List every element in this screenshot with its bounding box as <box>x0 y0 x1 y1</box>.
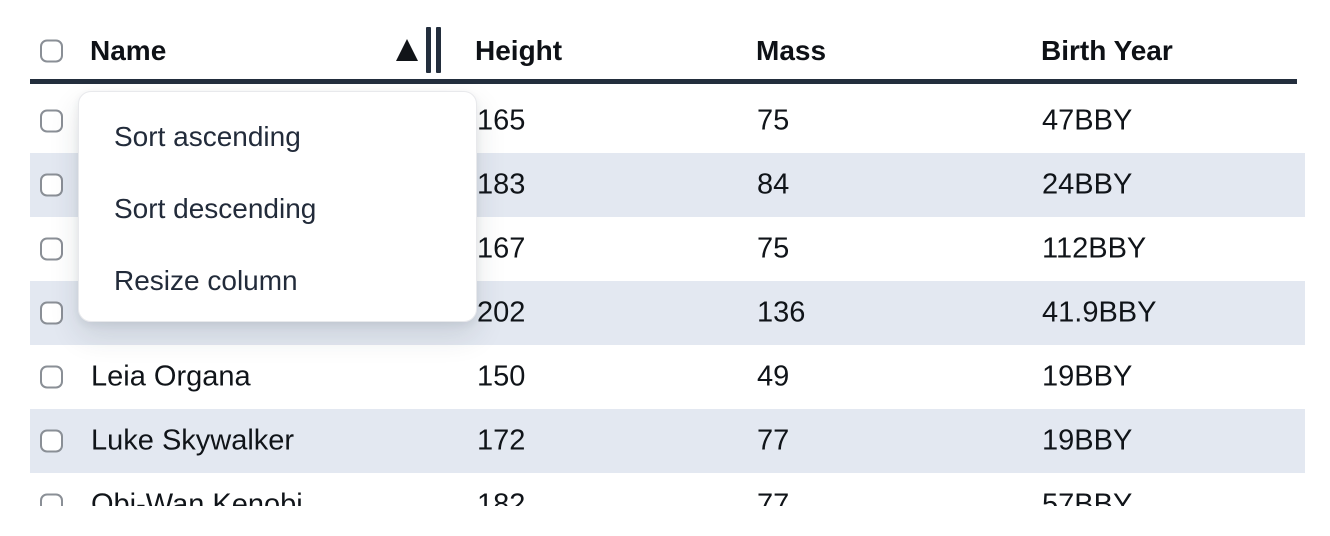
cell-height: 167 <box>477 232 526 265</box>
table-row: 165 75 47BBY <box>30 89 1305 153</box>
cell-mass: 77 <box>757 488 790 507</box>
table-row: Luke Skywalker 172 77 19BBY <box>30 409 1305 473</box>
resize-bar-icon <box>436 27 441 73</box>
row-checkbox[interactable] <box>40 493 63 506</box>
cell-birth-year: 57BBY <box>1042 488 1133 507</box>
menu-item-sort-descending[interactable]: Sort descending <box>114 193 317 224</box>
cell-height: 150 <box>477 360 526 393</box>
cell-birth-year: 24BBY <box>1042 168 1133 201</box>
column-header-birth-year[interactable]: Birth Year <box>1041 35 1173 66</box>
row-checkbox[interactable] <box>40 301 63 325</box>
cell-height: 165 <box>477 104 526 137</box>
row-checkbox[interactable] <box>40 237 63 261</box>
cell-name: Obi-Wan Kenobi <box>91 488 303 507</box>
cell-height: 182 <box>477 488 526 507</box>
menu-item-sort-ascending[interactable]: Sort ascending <box>114 121 301 152</box>
table-row: Obi-Wan Kenobi 182 77 57BBY <box>30 473 1305 506</box>
column-resize-handle[interactable] <box>426 27 441 73</box>
table-row: 167 75 112BBY <box>30 217 1305 281</box>
cell-mass: 75 <box>757 232 790 265</box>
sort-ascending-icon <box>396 39 418 61</box>
select-all-checkbox[interactable] <box>40 39 63 63</box>
cell-birth-year: 19BBY <box>1042 424 1133 457</box>
cell-mass: 77 <box>757 424 790 457</box>
row-checkbox[interactable] <box>40 109 63 133</box>
cell-mass: 75 <box>757 104 790 137</box>
column-header-name[interactable]: Name <box>90 35 167 66</box>
cell-height: 183 <box>477 168 526 201</box>
row-checkbox[interactable] <box>40 429 63 453</box>
resize-bar-icon <box>426 27 431 73</box>
cell-height: 172 <box>477 424 526 457</box>
row-checkbox[interactable] <box>40 173 63 197</box>
column-header-height[interactable]: Height <box>475 35 563 66</box>
cell-birth-year: 47BBY <box>1042 104 1133 137</box>
cell-birth-year: 41.9BBY <box>1042 296 1157 329</box>
cell-birth-year: 19BBY <box>1042 360 1133 393</box>
column-context-menu: Sort ascending Sort descending Resize co… <box>78 91 477 322</box>
cell-birth-year: 112BBY <box>1042 232 1147 265</box>
menu-item-resize-column[interactable]: Resize column <box>114 265 298 296</box>
header-divider <box>30 79 1297 84</box>
column-header-mass[interactable]: Mass <box>756 35 827 66</box>
table-viewport: Name Height Mass Birth Year 165 75 47BBY 18… <box>30 27 1305 506</box>
cell-mass: 84 <box>757 168 790 201</box>
cell-name: Leia Organa <box>91 360 251 393</box>
table-row: Leia Organa 150 49 19BBY <box>30 345 1305 409</box>
row-checkbox[interactable] <box>40 365 63 389</box>
cell-mass: 49 <box>757 360 790 393</box>
cell-mass: 136 <box>757 296 806 329</box>
cell-name: Luke Skywalker <box>91 424 295 457</box>
cell-height: 202 <box>477 296 526 329</box>
